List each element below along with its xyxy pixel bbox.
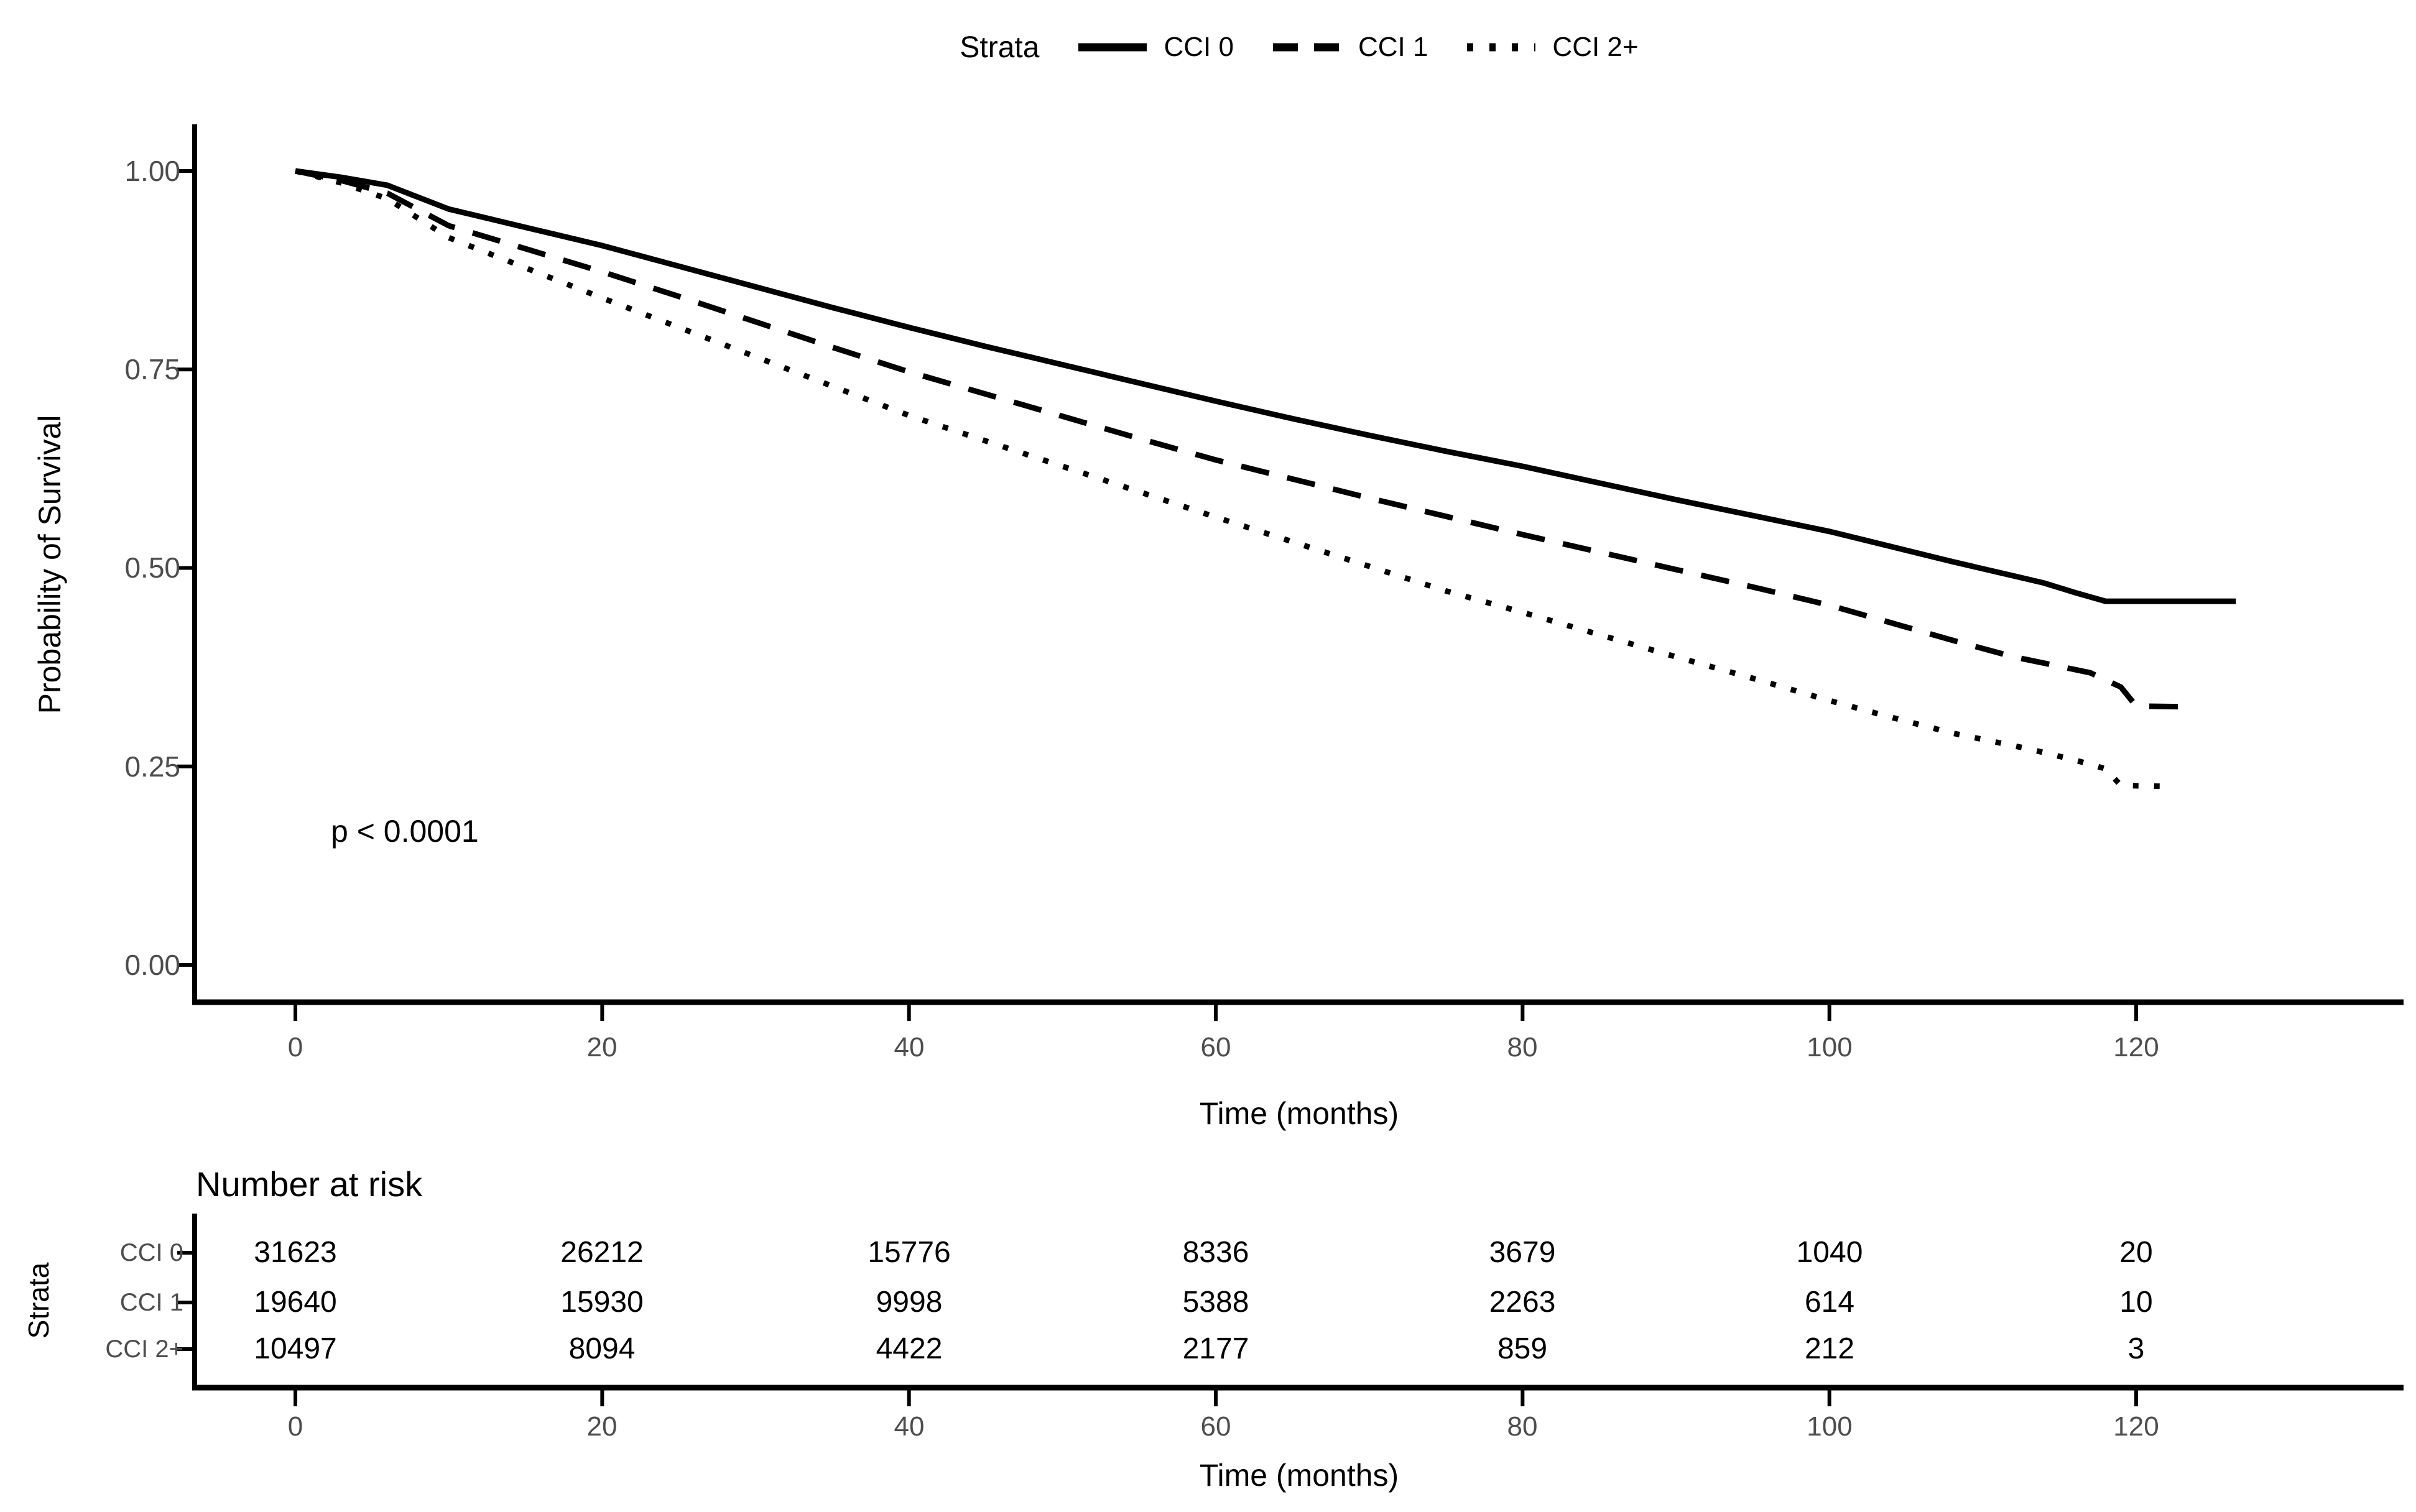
risk-count: 3679 xyxy=(1489,1236,1556,1269)
y-tick-label: 0.00 xyxy=(124,949,180,981)
risk-x-tick-label: 0 xyxy=(287,1411,303,1442)
y-tick-label: 0.75 xyxy=(124,353,180,385)
km-curve-cci-0 xyxy=(295,168,2236,604)
risk-count: 10497 xyxy=(254,1332,337,1365)
legend-title: Strata xyxy=(960,30,1040,64)
risk-count: 5388 xyxy=(1182,1286,1249,1319)
y-tick-label: 0.50 xyxy=(124,551,180,584)
dotted-line-icon xyxy=(1467,43,1536,52)
legend-item-cci-0: CCI 0 xyxy=(1075,32,1234,63)
x-axis-title: Time (months) xyxy=(1199,1096,1399,1131)
x-tick-label: 100 xyxy=(1807,1032,1853,1063)
risk-count: 31623 xyxy=(254,1236,337,1269)
risk-count: 8094 xyxy=(568,1332,636,1365)
x-tick-label: 60 xyxy=(1200,1032,1231,1063)
y-tick-label: 1.00 xyxy=(124,155,180,187)
risk-x-tick-label: 100 xyxy=(1807,1411,1853,1442)
x-tick-label: 80 xyxy=(1507,1032,1538,1063)
x-tick-label: 40 xyxy=(894,1032,925,1063)
risk-row-label-cci-1: CCI 1 xyxy=(119,1289,183,1316)
risk-count: 8336 xyxy=(1182,1236,1249,1269)
legend-item-cci-1: CCI 1 xyxy=(1270,32,1428,63)
risk-count: 859 xyxy=(1497,1332,1548,1365)
legend-label: CCI 0 xyxy=(1164,32,1234,62)
risk-count: 3 xyxy=(2127,1332,2145,1365)
risk-row-label-cci-0: CCI 0 xyxy=(119,1239,183,1266)
risk-x-tick-label: 80 xyxy=(1507,1411,1538,1442)
x-tick-label: 120 xyxy=(2113,1032,2159,1063)
risk-count: 26212 xyxy=(560,1236,644,1269)
risk-table-title: Number at risk xyxy=(196,1164,423,1204)
risk-count: 4422 xyxy=(876,1332,943,1365)
p-value-annotation: p < 0.0001 xyxy=(331,814,479,849)
risk-x-tick-label: 60 xyxy=(1200,1411,1231,1442)
x-tick-label: 0 xyxy=(287,1032,303,1063)
x-tick-label: 20 xyxy=(586,1032,618,1063)
risk-x-tick-label: 40 xyxy=(894,1411,925,1442)
risk-count: 15776 xyxy=(868,1236,951,1269)
risk-x-axis-title: Time (months) xyxy=(1199,1458,1399,1493)
risk-count: 20 xyxy=(2119,1236,2153,1269)
y-tick-label: 0.25 xyxy=(124,750,180,783)
legend-item-cci-2plus: CCI 2+ xyxy=(1464,32,1639,63)
risk-count: 212 xyxy=(1804,1332,1855,1365)
legend-label: CCI 1 xyxy=(1358,32,1428,62)
risk-x-tick-label: 120 xyxy=(2113,1411,2159,1442)
risk-count: 614 xyxy=(1804,1286,1855,1319)
risk-row-label-cci-2plus: CCI 2+ xyxy=(105,1335,183,1363)
risk-x-tick-label: 20 xyxy=(586,1411,618,1442)
risk-count: 2263 xyxy=(1489,1286,1556,1319)
dashed-line-icon xyxy=(1272,43,1341,52)
risk-count: 2177 xyxy=(1182,1332,1249,1365)
km-curve-cci-1 xyxy=(295,168,2192,710)
legend: Strata CCI 0 CCI 1 CCI 2+ xyxy=(195,22,2404,72)
legend-label: CCI 2+ xyxy=(1552,32,1639,62)
km-curve-cci-2plus xyxy=(294,168,2161,790)
solid-line-icon xyxy=(1078,43,1147,52)
risk-count: 15930 xyxy=(560,1286,644,1319)
risk-count: 1040 xyxy=(1796,1236,1863,1269)
risk-count: 9998 xyxy=(876,1286,943,1319)
risk-count: 10 xyxy=(2119,1286,2153,1319)
risk-count: 19640 xyxy=(254,1286,337,1319)
